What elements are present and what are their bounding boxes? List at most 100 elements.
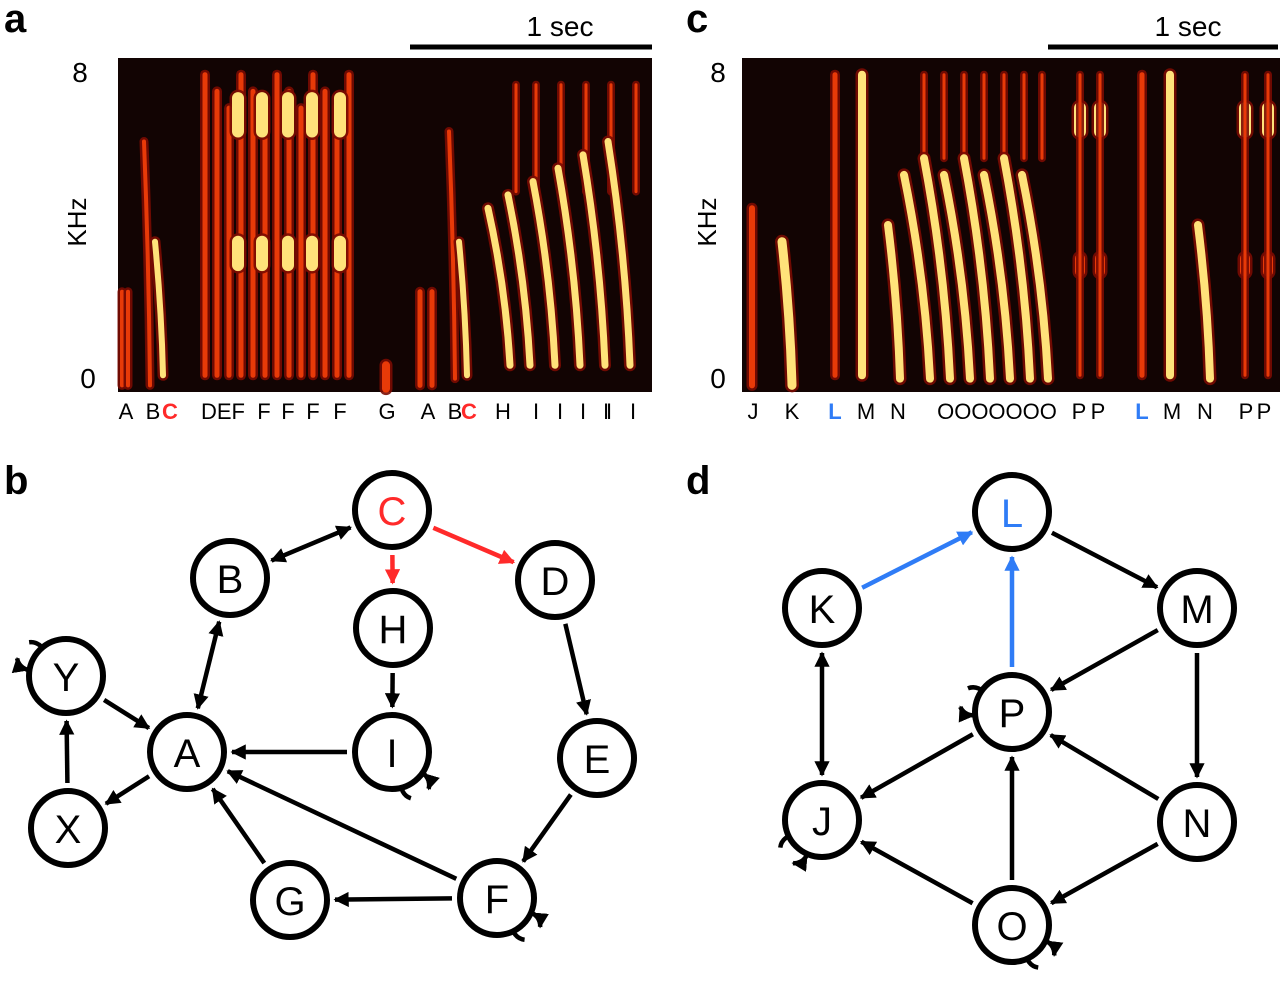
syllable-label: P <box>1239 399 1254 424</box>
node-circle <box>972 672 1052 752</box>
syllable-label: P <box>1091 399 1106 424</box>
panel-letter-c: c <box>686 0 708 41</box>
panel-letter-d: d <box>686 459 710 503</box>
spectrogram-trace <box>960 154 994 383</box>
y-axis-label-c: KHz <box>692 197 722 246</box>
edge-y-a <box>102 698 151 730</box>
node-i: I <box>352 712 432 792</box>
edge-a-x <box>104 774 151 806</box>
edge-g-a <box>210 787 267 865</box>
spectrogram-c <box>742 58 1280 393</box>
panel-letter-b: b <box>4 459 28 503</box>
syllable-label: DEF <box>201 399 245 424</box>
y-tick-bottom-c: 0 <box>710 363 726 394</box>
spectrogram-trace <box>554 164 584 369</box>
node-circle <box>352 470 432 550</box>
node-circle <box>353 588 433 668</box>
syllable-label: F <box>281 399 294 424</box>
syllable-label: F <box>333 399 346 424</box>
spectrogram-trace <box>940 170 974 383</box>
node-label: M <box>1180 588 1213 632</box>
syllable-row-a: A B C DEF F F F F G A BC H I I I II I <box>119 399 636 424</box>
syllable-label: G <box>378 399 395 424</box>
node-label: I <box>386 732 397 776</box>
spectrogram-trace <box>447 129 457 381</box>
syllable-label: F <box>257 399 270 424</box>
node-circle <box>972 885 1052 965</box>
node-circle <box>457 858 537 938</box>
syllable-label: C <box>162 399 178 424</box>
syllable-label: P <box>1072 399 1087 424</box>
spectrogram-trace <box>604 138 634 369</box>
syllable-label: A <box>421 399 436 424</box>
panel-c: c 1 sec 8 0 KHz J K L M N OOOOOOO P P L M N P P <box>686 0 1280 424</box>
node-circle <box>515 540 595 620</box>
edge-l-m <box>1050 530 1159 590</box>
node-circle <box>26 636 106 716</box>
syllable-label: K <box>785 399 800 424</box>
syllable-label: N <box>890 399 906 424</box>
panel-a: a 1 sec 8 0 KHz A B C DEF F F F F G A BC H I I I II I <box>4 0 652 424</box>
syllable-row-c: J K L M N OOOOOOO P P L M N P P <box>748 399 1272 424</box>
node-circle <box>782 780 862 860</box>
node-o: O <box>972 885 1052 965</box>
spectrogram-trace <box>920 154 954 383</box>
node-circle <box>190 538 270 618</box>
node-label: Y <box>53 656 80 700</box>
panel-b: b C B D H Y A I E X G F <box>4 459 637 942</box>
node-label: N <box>1183 802 1212 846</box>
node-label: G <box>274 880 305 924</box>
spectrogram-trace <box>152 238 166 379</box>
syllable-label: B <box>146 399 161 424</box>
spectrogram-trace <box>484 204 514 369</box>
node-f: F <box>457 858 537 938</box>
edge-f-g <box>333 891 453 908</box>
spectrogram-trace <box>777 237 797 390</box>
node-j: J <box>782 780 862 860</box>
node-p: P <box>972 672 1052 752</box>
spectrogram-trace <box>529 178 559 369</box>
node-b: B <box>190 538 270 618</box>
edge-k-l <box>861 530 974 590</box>
node-label: L <box>1001 492 1023 536</box>
spectrogram-trace <box>980 170 1014 383</box>
node-label: C <box>378 490 407 534</box>
node-x: X <box>28 788 108 868</box>
spectrogram-trace <box>142 139 152 388</box>
node-c: C <box>352 470 432 550</box>
node-label: P <box>999 692 1026 736</box>
syllable-label: L <box>828 399 841 424</box>
node-circle <box>352 712 432 792</box>
node-label: J <box>812 800 832 844</box>
syllable-label: M <box>1163 399 1181 424</box>
edge-e-f <box>521 793 573 863</box>
y-tick-bottom-a: 0 <box>80 363 96 394</box>
node-label: K <box>809 588 836 632</box>
node-label: D <box>541 560 570 604</box>
syllable-label: I <box>603 399 609 424</box>
spectrogram-trace <box>456 238 470 379</box>
y-tick-top-c: 8 <box>710 57 726 88</box>
node-circle <box>972 472 1052 552</box>
syllable-label: OOOOOOO <box>937 399 1057 424</box>
y-tick-top-a: 8 <box>72 57 88 88</box>
node-label: A <box>174 732 201 776</box>
node-l: L <box>972 472 1052 552</box>
node-circle <box>557 718 637 798</box>
node-label: O <box>996 905 1027 949</box>
node-n: N <box>1157 782 1237 862</box>
spectrogram-trace <box>504 191 534 369</box>
syllable-label: I <box>580 399 586 424</box>
spectrogram-trace <box>1194 221 1214 383</box>
node-d: D <box>515 540 595 620</box>
edge-m-p <box>1049 628 1159 692</box>
edge-c-d <box>432 525 516 565</box>
syllable-label: I <box>557 399 563 424</box>
node-label: B <box>217 558 244 602</box>
node-a: A <box>147 712 227 792</box>
node-g: G <box>250 860 330 940</box>
node-label: X <box>55 808 82 852</box>
node-circle <box>782 568 862 648</box>
scale-bar-label-a: 1 sec <box>527 11 594 42</box>
